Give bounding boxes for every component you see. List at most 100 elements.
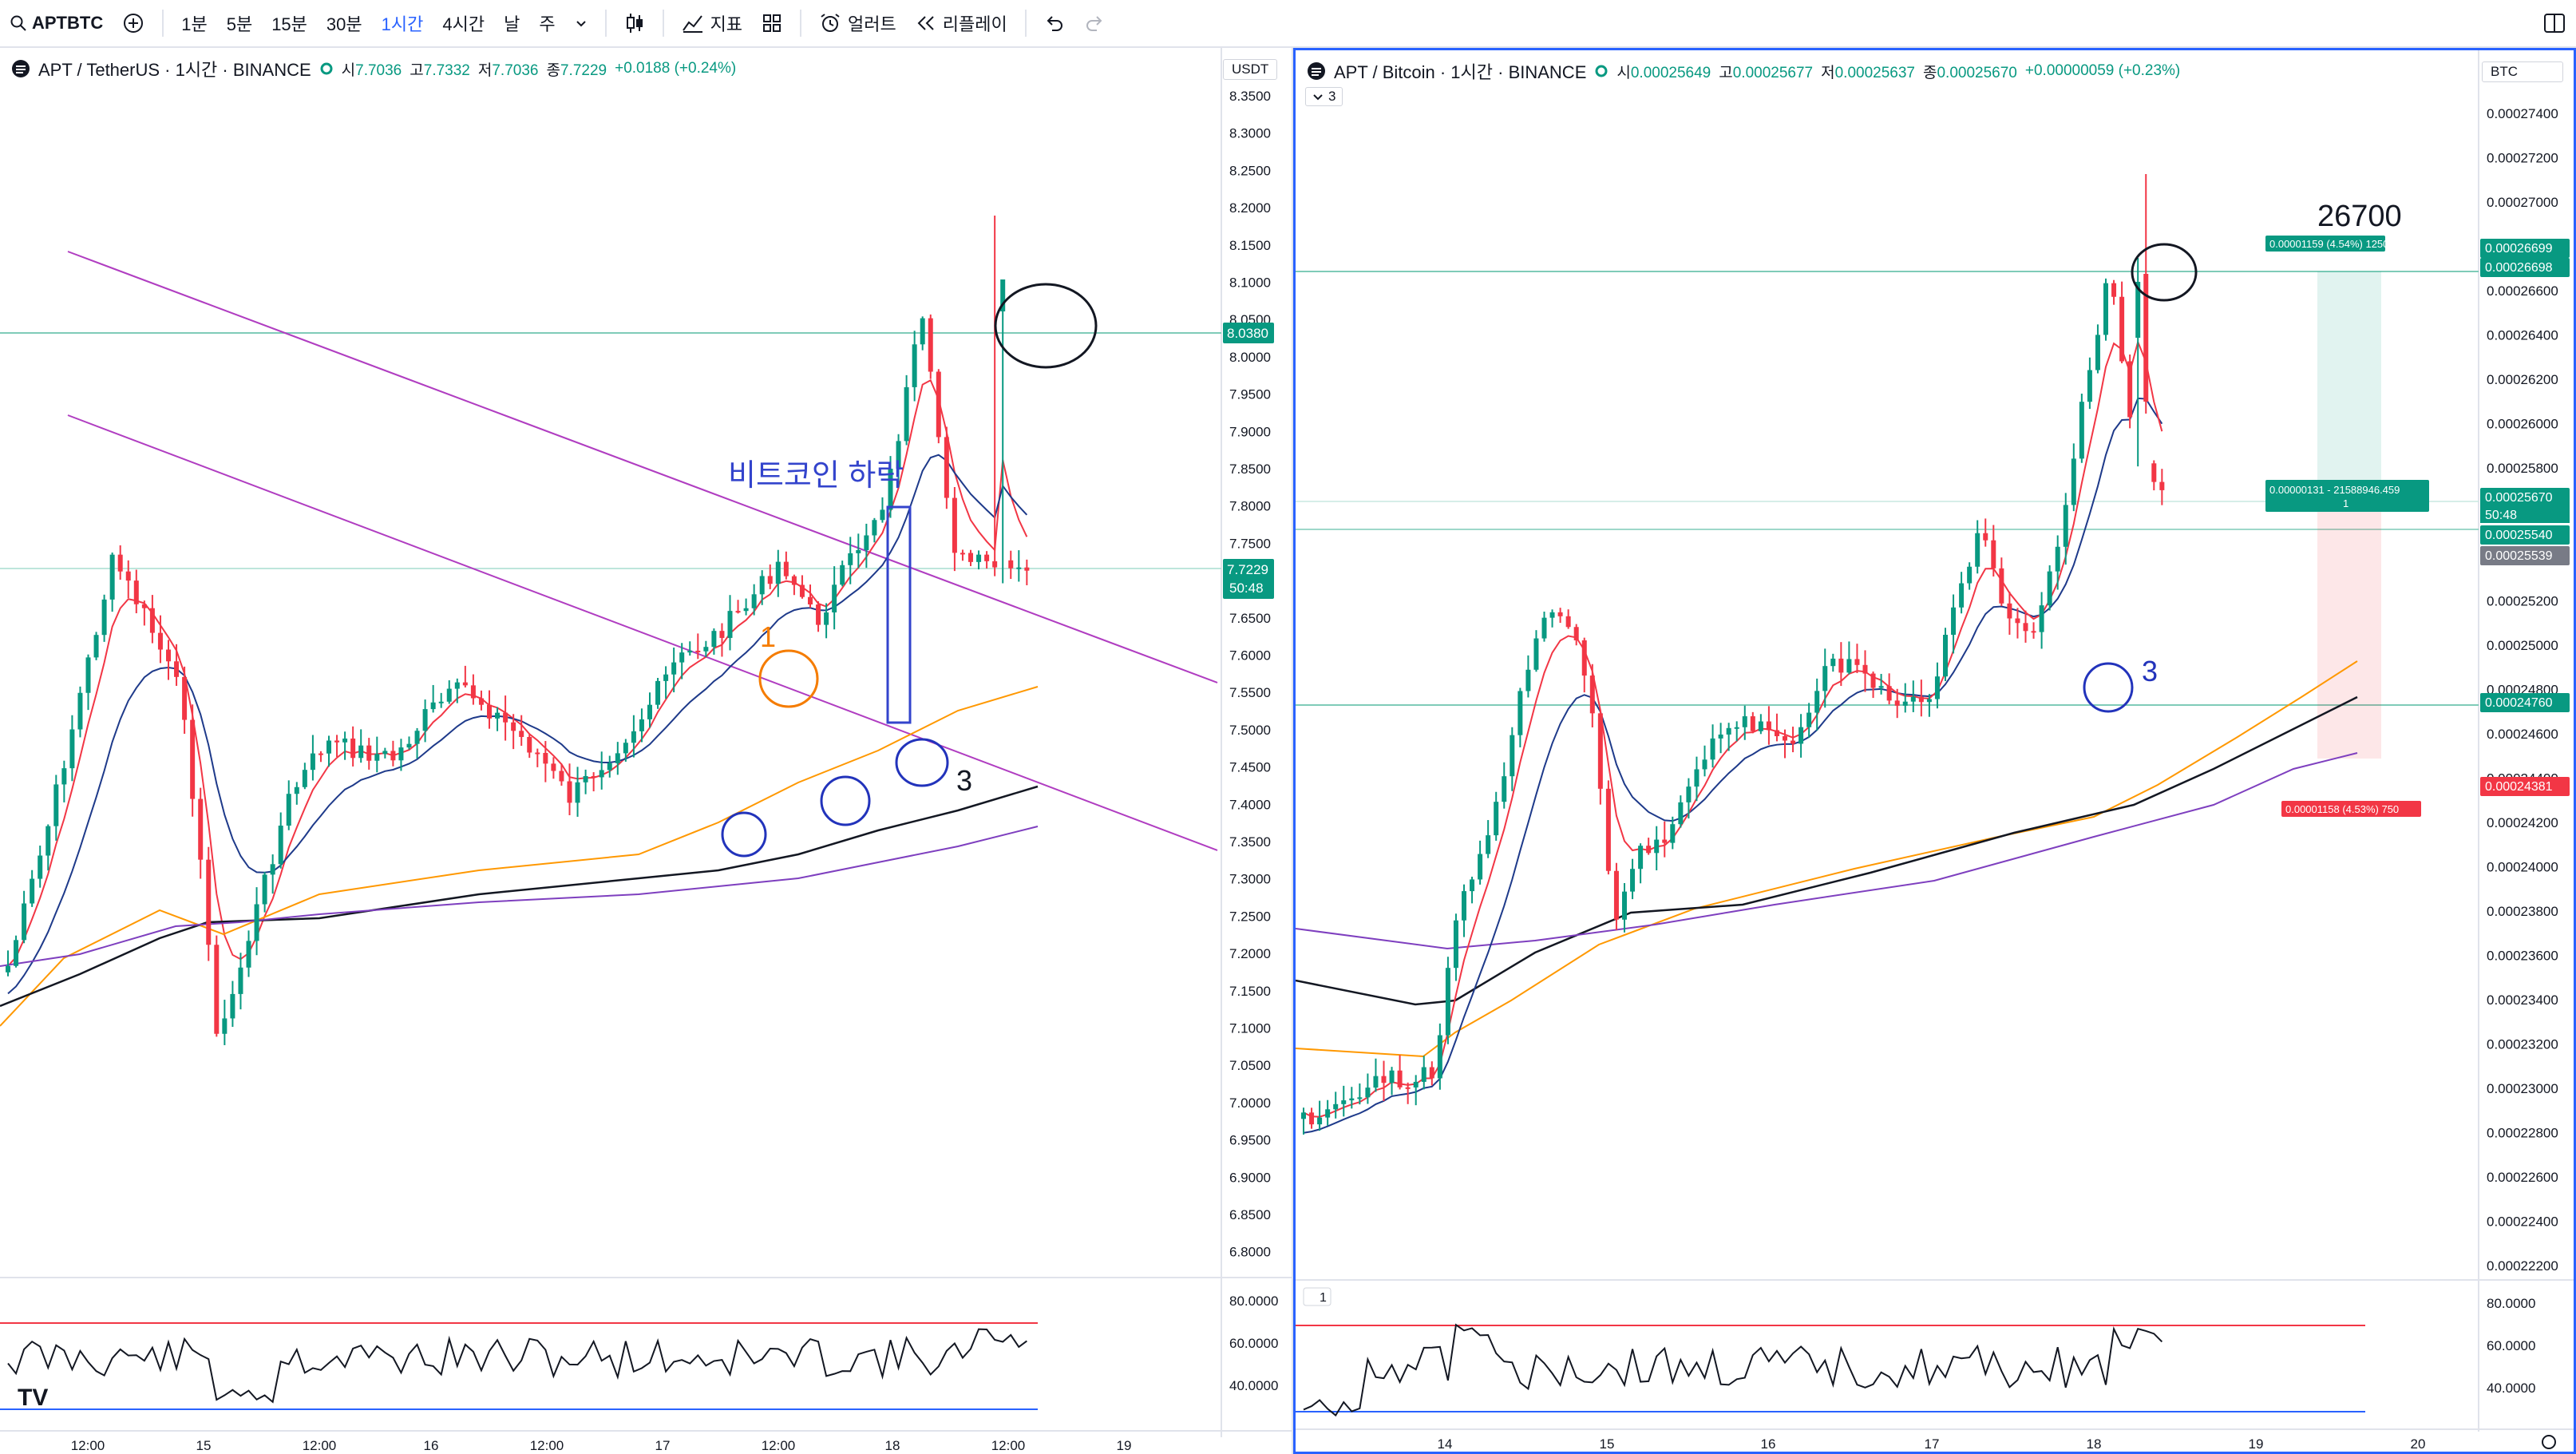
candle-body [1573,627,1579,640]
timeframe-30m[interactable]: 30분 [326,14,362,34]
candle-body [679,652,685,663]
price-tick-label: 7.1500 [1229,984,1271,999]
panel-toggle-button[interactable] [2533,0,2576,46]
candle-body [1646,846,1652,854]
undo-button[interactable] [1035,0,1074,46]
price-tick-label: 7.5500 [1229,685,1271,700]
candle-body [719,631,725,638]
time-tick-label: 12:00 [991,1438,1026,1453]
replay-button[interactable]: 리플레이 [906,0,1017,46]
candle-body [1357,1097,1363,1099]
candle-body [1814,691,1820,713]
timeframe-15m[interactable]: 15분 [271,14,307,34]
ema-line-red [1303,339,2163,1118]
candle-body [663,674,669,681]
indicators-icon [682,15,702,33]
candle-body [1878,686,1884,688]
search-icon [10,15,26,31]
hline-price-badge [2480,693,2570,712]
tp1-price-badge-text: 0.00026699 [2485,242,2553,256]
layouts-button[interactable] [752,0,792,46]
annotation-circle-orange [758,649,819,708]
time-tick-label: 12:00 [762,1438,796,1453]
price-badge-b [2480,546,2570,565]
candle-body [350,738,356,759]
countdown-label: 50:48 [1229,580,1264,596]
candle-body [2151,463,2157,482]
candle-body [382,751,388,755]
candle-body [503,712,508,723]
replay-label: 리플레이 [942,14,1007,34]
timeframe-week[interactable]: 주 [539,14,556,34]
price-chart-left[interactable]: 8.35008.30008.25008.20008.15008.10008.05… [0,48,1292,1454]
timeframe-1m[interactable]: 1분 [181,14,208,34]
high-label: 고 [410,61,424,79]
candle-body [286,794,291,826]
candle-body [1581,640,1587,676]
compare-button[interactable] [113,0,154,46]
chevron-down-icon [576,21,586,27]
candle-body [1798,727,1804,744]
candle-body [968,553,973,562]
chart-pane-apt-btc[interactable]: APT / Bitcoin · 1시간 · BINANCE 시0.0002564… [1293,48,2576,1454]
annotation-circle-blue [2083,662,2134,713]
candle-body [703,647,709,652]
candle-body [1413,1081,1419,1088]
symbol-search[interactable]: APTBTC [0,0,113,46]
timeframe-day[interactable]: 날 [504,14,520,34]
price-tick-label: 8.0000 [1229,350,1271,365]
symbol-label: APTBTC [32,13,104,33]
candle-body [22,903,27,941]
indicators-button[interactable]: 지표 [672,0,752,46]
redo-icon [1086,16,1102,31]
annotation-label-3: 3 [956,764,972,797]
rsi-line [7,1328,1027,1404]
candle-body [1702,759,1707,770]
candle-body [14,940,19,966]
price-tick-label: 0.00023600 [2487,949,2558,964]
toolbar-divider [1024,10,1027,37]
candle-body [133,580,139,604]
price-chart-right[interactable]: 0.000274000.000272000.000270000.00026800… [1296,50,2574,1452]
candle-body [527,736,532,753]
currency-selector[interactable]: USDT [1223,59,1278,80]
candle-body [2119,296,2125,362]
candle-body [262,874,267,905]
timeframe-dropdown[interactable] [565,0,597,46]
timeframe-5m[interactable]: 5분 [226,14,253,34]
redo-button[interactable] [1074,0,1114,46]
chart-type-button[interactable] [615,0,655,46]
apt-logo-icon [1308,62,1325,80]
candle-body [1016,567,1022,569]
candle-body [952,497,957,553]
close-label: 종 [546,61,560,79]
indicator-collapse-button[interactable]: 3 [1305,87,1343,106]
timeframe-4h[interactable]: 4시간 [442,14,485,34]
candle-body [1951,607,1957,636]
ema-line-orange [0,686,1039,1027]
chart-pane-apt-usdt[interactable]: APT / TetherUS · 1시간 · BINANCE 시7.7036 고… [0,48,1293,1454]
candle-body [695,650,701,652]
price-tick-label: 6.8500 [1229,1207,1271,1222]
candle-body [1589,675,1595,714]
currency-selector[interactable]: BTC [2482,61,2563,82]
toolbar-divider [604,10,607,37]
candle-body [414,731,420,744]
alert-button[interactable]: 얼러트 [809,0,906,46]
candle-body [1838,658,1844,673]
price-tick-label: 0.00026000 [2487,417,2558,432]
candle-body [61,768,67,785]
countdown-label: 50:48 [2485,509,2517,522]
price-tick-label: 7.4500 [1229,760,1271,775]
rsi-tick-label: 80.0000 [2487,1296,2535,1311]
candle-body [1710,738,1715,760]
candle-body [936,371,941,438]
chart-title[interactable]: APT / TetherUS · 1시간 · BINANCE [38,60,311,80]
legend-header: APT / Bitcoin · 1시간 · BINANCE 시0.0002564… [1307,58,2180,84]
target-price-label: 26700 [2317,200,2402,233]
timeframe-1h[interactable]: 1시간 [381,14,424,34]
candle-body [1894,700,1900,706]
annotation-circle-blue [820,775,871,826]
price-tick-label: 7.8500 [1229,462,1271,477]
chart-title[interactable]: APT / Bitcoin · 1시간 · BINANCE [1334,62,1587,82]
